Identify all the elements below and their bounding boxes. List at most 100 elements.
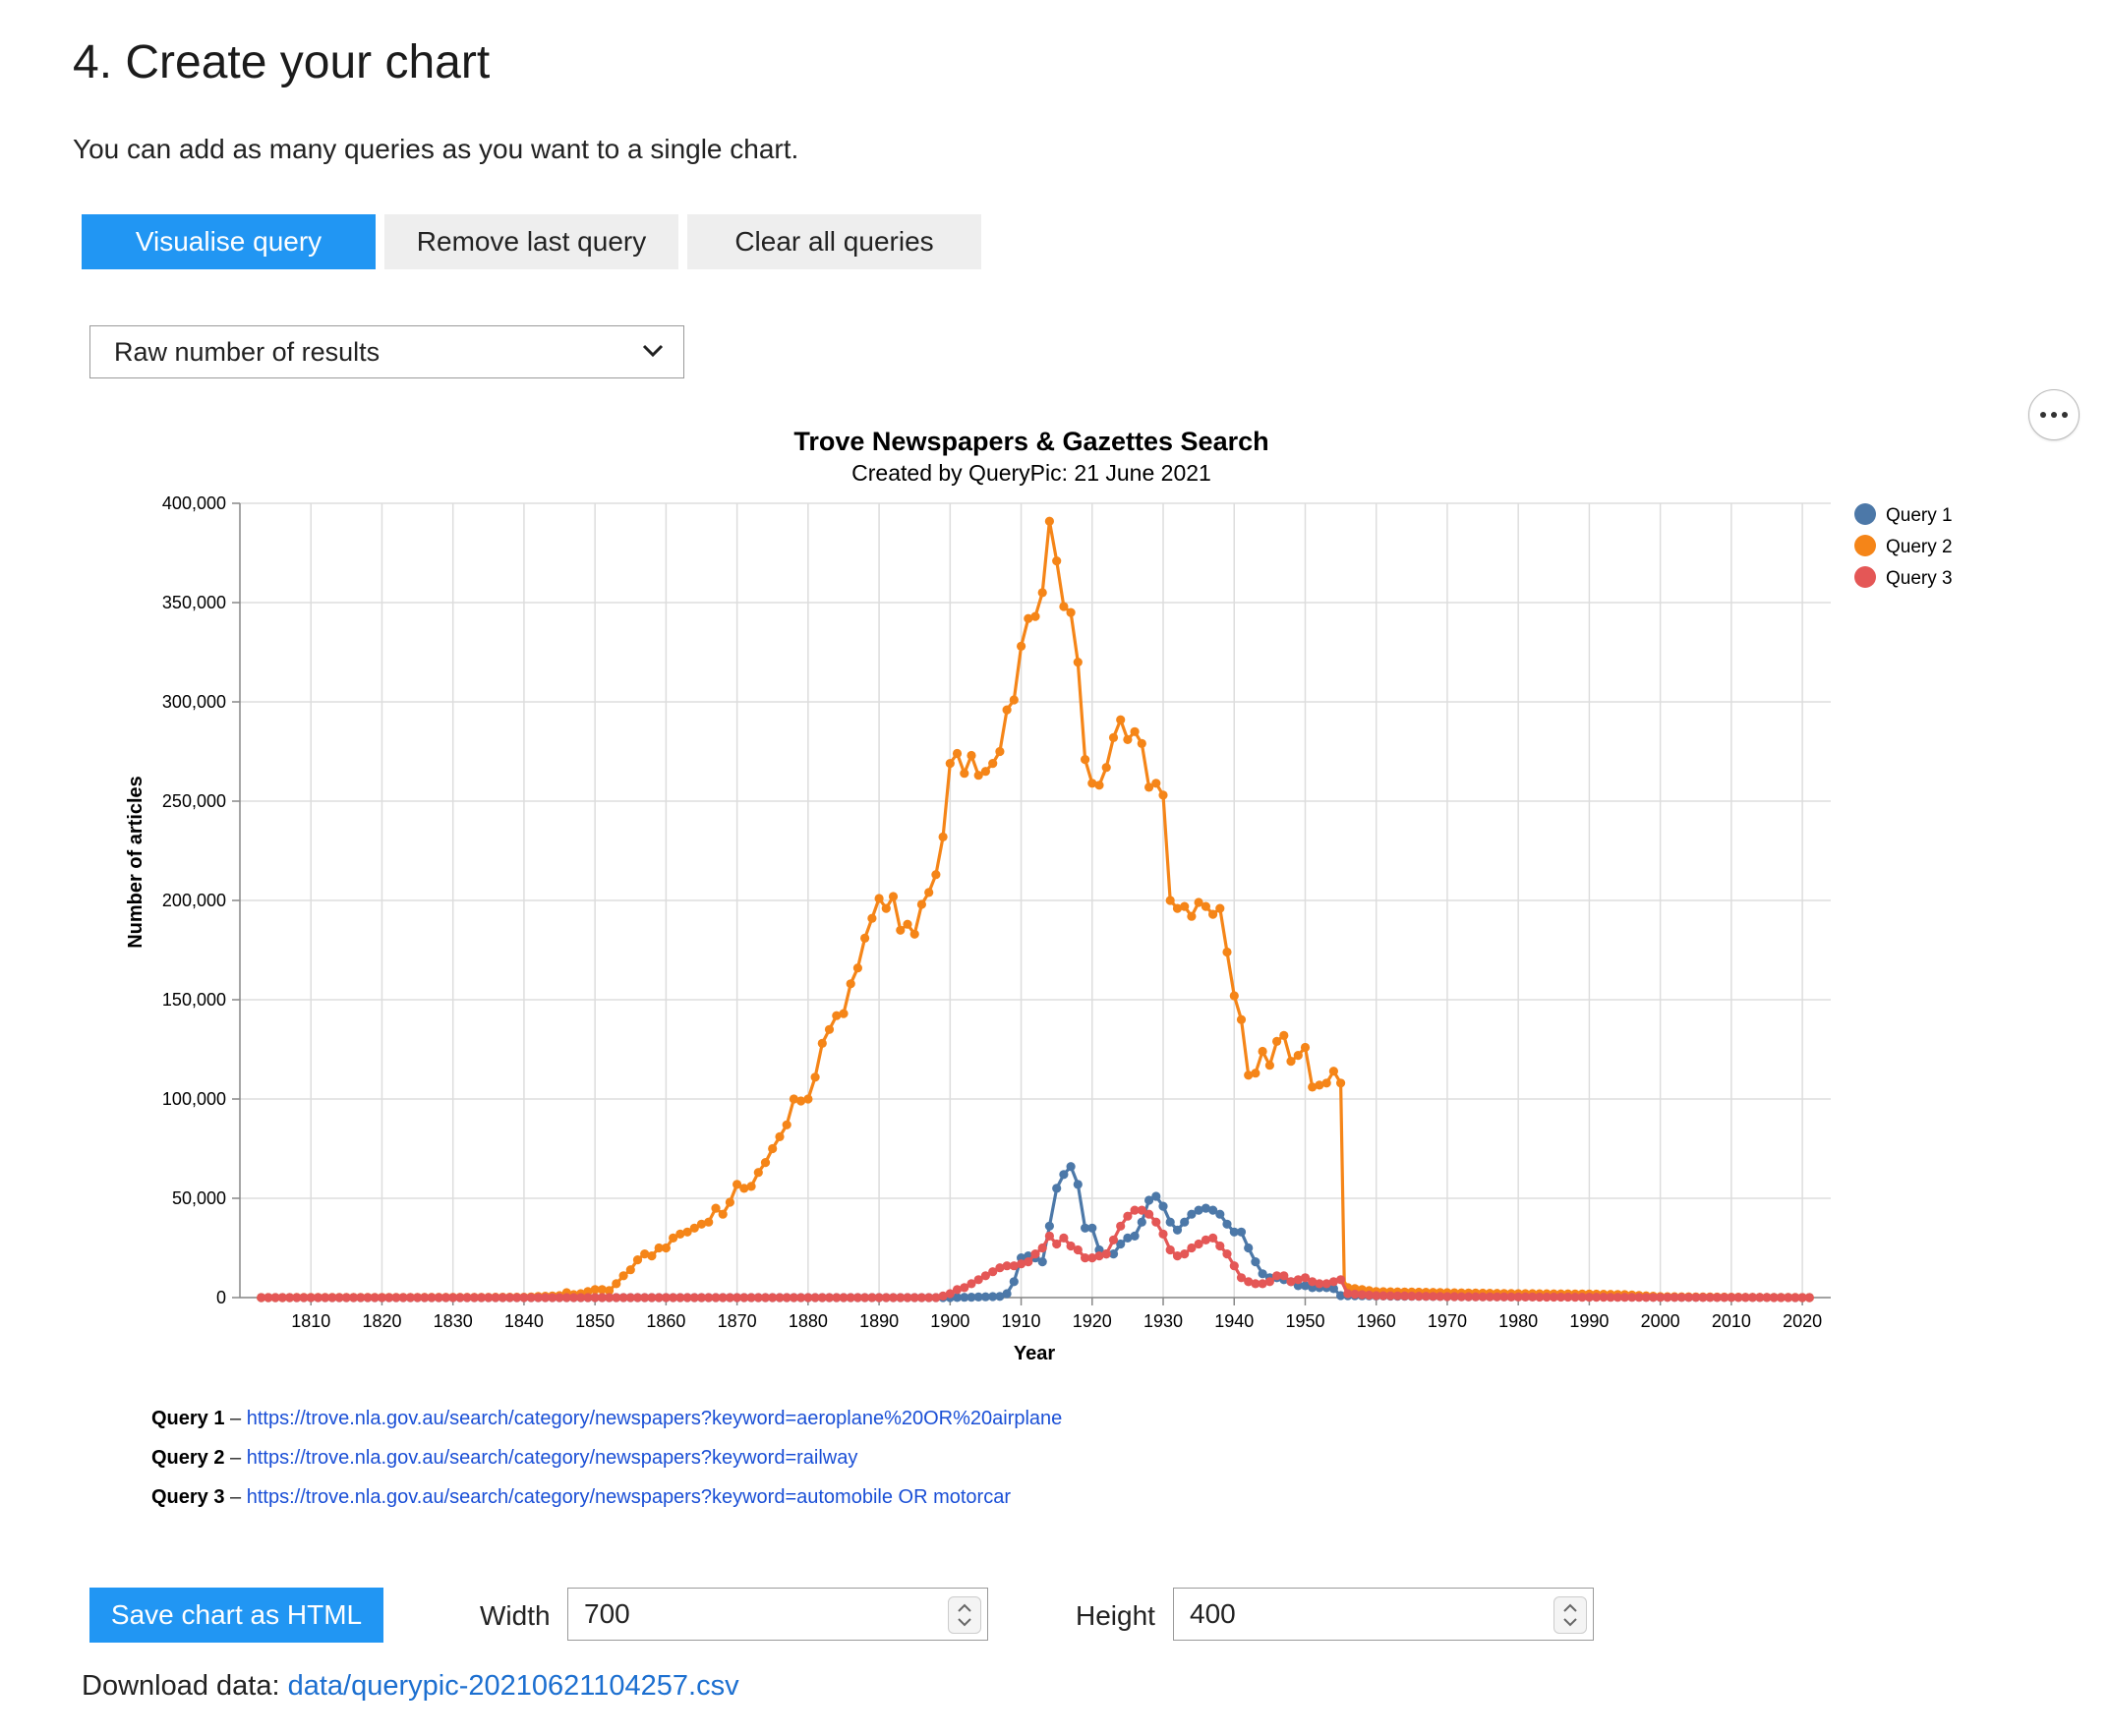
data-point [952, 1293, 963, 1302]
data-point [1130, 1231, 1140, 1241]
x-tick-label: 1930 [1143, 1311, 1183, 1331]
data-point [960, 769, 969, 779]
width-stepper-icon[interactable] [948, 1596, 981, 1634]
data-point [1116, 1239, 1126, 1249]
data-point [1663, 1293, 1672, 1302]
data-point [1066, 1162, 1076, 1172]
data-point [1009, 695, 1019, 705]
download-data: Download data: data/querypic-20210621104… [82, 1670, 739, 1703]
updown-arrows-icon [958, 1603, 971, 1627]
data-point [1187, 1209, 1197, 1219]
data-point [1670, 1293, 1679, 1302]
y-tick-label: 400,000 [162, 493, 226, 513]
data-point [1769, 1293, 1779, 1302]
data-point [924, 1293, 934, 1302]
data-point [1130, 726, 1140, 736]
data-point [824, 1024, 835, 1034]
data-point [625, 1265, 635, 1275]
query-label: Query 3 [151, 1486, 225, 1508]
data-point [973, 1275, 983, 1285]
data-point [1776, 1293, 1786, 1302]
data-point [973, 1292, 983, 1302]
height-stepper-icon[interactable] [1553, 1596, 1587, 1634]
width-input[interactable]: 700 [567, 1588, 988, 1641]
data-point [1279, 1271, 1289, 1281]
query-item: Query 1 – https://trove.nla.gov.au/searc… [151, 1408, 1062, 1430]
data-point [1300, 1281, 1311, 1291]
data-point [590, 1293, 600, 1302]
data-point [1705, 1293, 1715, 1302]
remove-last-query-button[interactable]: Remove last query [384, 214, 678, 269]
x-tick-label: 1950 [1285, 1311, 1324, 1331]
data-point [1101, 1249, 1111, 1259]
download-link[interactable]: data/querypic-20210621104257.csv [287, 1670, 739, 1702]
data-point [916, 1293, 927, 1302]
clear-all-queries-button[interactable]: Clear all queries [687, 214, 981, 269]
data-point [1172, 1251, 1183, 1261]
data-point [1251, 1279, 1260, 1289]
data-point [988, 1267, 998, 1277]
data-point [796, 1096, 806, 1106]
data-point [1087, 1253, 1097, 1263]
data-point [583, 1293, 593, 1302]
data-point [760, 1158, 771, 1168]
data-point [1081, 1253, 1090, 1263]
data-point [264, 1293, 273, 1302]
height-input[interactable]: 400 [1173, 1588, 1594, 1641]
data-point [945, 759, 955, 769]
visualise-query-button[interactable]: Visualise query [82, 214, 376, 269]
data-point [469, 1293, 479, 1302]
width-label: Width [480, 1600, 551, 1631]
data-point [1612, 1293, 1622, 1302]
data-point [1258, 1046, 1267, 1057]
chart-grid [240, 502, 1831, 1299]
data-point [1024, 613, 1033, 623]
more-options-button[interactable] [2028, 389, 2080, 440]
query-link[interactable]: https://trove.nla.gov.au/search/category… [246, 1447, 858, 1469]
data-point [605, 1293, 615, 1302]
data-point [1499, 1292, 1509, 1302]
data-point [1144, 1209, 1154, 1219]
data-point [512, 1293, 522, 1302]
data-point [888, 1293, 899, 1302]
data-point [782, 1120, 791, 1129]
data-point [1478, 1292, 1488, 1302]
save-chart-html-button[interactable]: Save chart as HTML [89, 1588, 383, 1643]
data-point [1244, 1243, 1254, 1253]
chart-subtitle: Created by QueryPic: 21 June 2021 [851, 460, 1211, 486]
data-point [1535, 1292, 1545, 1302]
query-link[interactable]: https://trove.nla.gov.au/search/category… [246, 1486, 1011, 1508]
data-point [1229, 1261, 1239, 1271]
height-value: 400 [1190, 1598, 1236, 1629]
data-point [363, 1293, 373, 1302]
query-link[interactable]: https://trove.nla.gov.au/search/category… [246, 1408, 1063, 1429]
data-point [931, 1293, 941, 1302]
data-point [817, 1038, 827, 1048]
data-point [349, 1293, 359, 1302]
data-point [334, 1293, 344, 1302]
data-point [832, 1011, 842, 1020]
data-point [654, 1243, 664, 1253]
data-point [1456, 1292, 1466, 1302]
data-point [1492, 1292, 1502, 1302]
data-point [1172, 1225, 1183, 1235]
data-point [789, 1094, 799, 1104]
data-point [313, 1293, 323, 1302]
data-point [398, 1293, 408, 1302]
data-point [1059, 602, 1069, 611]
data-point [753, 1293, 763, 1302]
y-tick-label: 100,000 [162, 1089, 226, 1109]
data-point [1442, 1292, 1452, 1302]
data-point [1116, 715, 1126, 724]
legend-label: Query 1 [1886, 505, 1953, 526]
data-point [1087, 1223, 1097, 1233]
data-point [711, 1293, 721, 1302]
x-tick-label: 1850 [575, 1311, 615, 1331]
data-point [711, 1203, 721, 1213]
data-point [810, 1072, 820, 1082]
data-point [1308, 1082, 1318, 1092]
data-point [967, 1279, 976, 1289]
data-point [1108, 1235, 1119, 1244]
data-point [874, 894, 884, 903]
results-type-select[interactable]: Raw number of results [89, 325, 684, 378]
